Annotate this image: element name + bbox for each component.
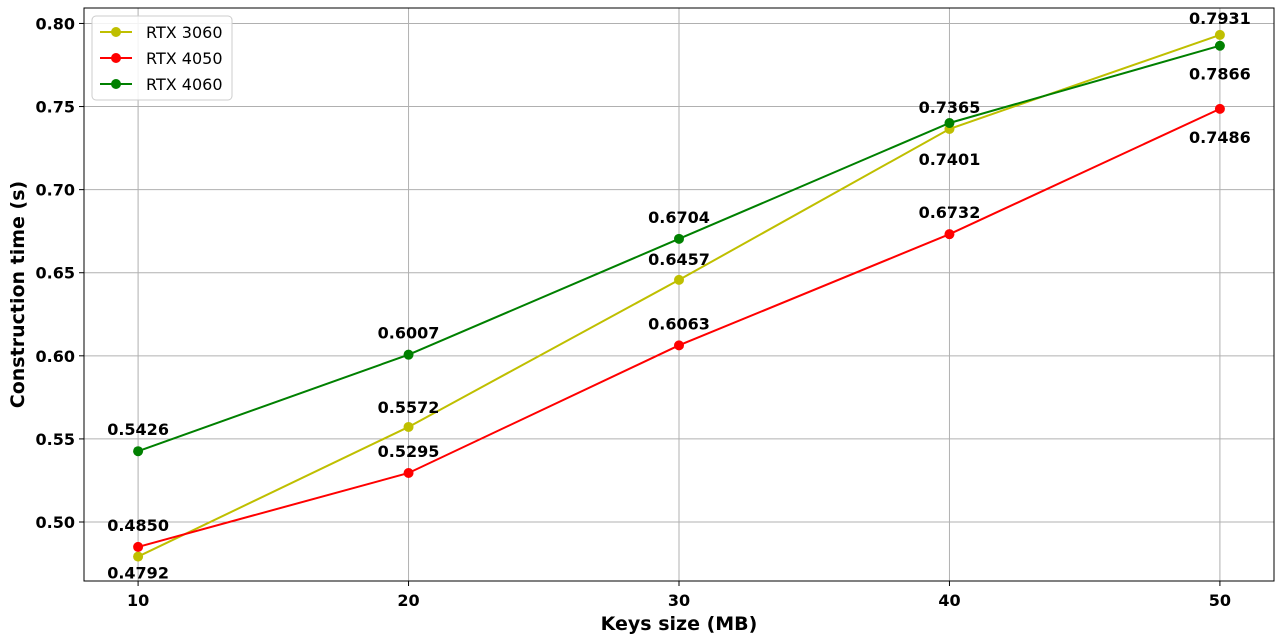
data-point-rtx-4060: [944, 117, 955, 128]
y-tick-label: 0.50: [36, 513, 75, 532]
data-point-rtx-4060: [403, 349, 414, 360]
y-tick-label: 0.75: [36, 98, 75, 117]
data-label-rtx-3060: 0.7931: [1189, 9, 1251, 28]
data-point-rtx-4050: [1214, 103, 1225, 114]
data-point-rtx-3060: [133, 551, 144, 562]
grid: [84, 8, 1274, 581]
data-labels: 0.4792 0.5572 0.6457 0.7365 0.7931 0.4850 0.52…: [107, 9, 1251, 583]
data-point-rtx-4050: [674, 340, 684, 351]
y-tick-label: 0.55: [36, 430, 75, 449]
x-tick-label: 50: [1209, 591, 1231, 610]
legend-label-rtx-4050: RTX 4050: [146, 49, 223, 68]
axis-ticks: 10 20 30 40 50 0.50 0.55 0.60 0.65 0.70 0.75 0.80: [36, 14, 1232, 610]
data-label-rtx-4060: 0.7866: [1189, 65, 1251, 84]
x-tick-label: 10: [127, 591, 149, 610]
legend: RTX 3060 RTX 4050 RTX 4060: [91, 15, 233, 101]
data-label-rtx-4050: 0.4850: [107, 516, 169, 535]
legend-marker-rtx-3060: [111, 27, 121, 37]
legend-label-rtx-3060: RTX 3060: [146, 23, 223, 42]
x-tick-label: 40: [938, 591, 960, 610]
data-label-rtx-4060: 0.7401: [919, 150, 981, 169]
y-tick-label: 0.60: [36, 347, 75, 366]
data-label-rtx-4050: 0.6732: [919, 203, 981, 222]
y-tick-label: 0.70: [36, 181, 75, 200]
legend-box: [91, 15, 233, 101]
data-point-rtx-3060: [403, 421, 414, 432]
x-tick-label: 30: [668, 591, 690, 610]
y-axis-title: Construction time (s): [7, 181, 29, 408]
legend-marker-rtx-4060: [111, 79, 121, 89]
data-point-rtx-4050: [133, 541, 144, 552]
data-label-rtx-3060: 0.7365: [919, 98, 981, 117]
data-point-rtx-4050: [944, 229, 955, 240]
data-label-rtx-3060: 0.6457: [648, 250, 710, 269]
data-point-rtx-3060: [674, 274, 684, 285]
data-point-rtx-4050: [403, 467, 414, 478]
data-label-rtx-4060: 0.5426: [107, 420, 169, 439]
y-tick-label: 0.80: [36, 14, 75, 33]
data-label-rtx-4060: 0.6007: [378, 324, 440, 343]
data-point-rtx-4060: [674, 233, 684, 244]
legend-label-rtx-4060: RTX 4060: [146, 75, 223, 94]
x-axis-title: Keys size (MB): [601, 613, 758, 635]
data-label-rtx-3060: 0.4792: [107, 564, 169, 583]
data-point-rtx-4060: [1214, 40, 1225, 51]
data-point-rtx-3060: [1214, 29, 1225, 40]
data-label-rtx-4050: 0.7486: [1189, 128, 1251, 147]
data-label-rtx-3060: 0.5572: [378, 398, 440, 417]
x-tick-label: 20: [397, 591, 419, 610]
series-lines: [133, 29, 1225, 562]
data-label-rtx-4060: 0.6704: [648, 208, 710, 227]
y-tick-label: 0.65: [36, 264, 75, 283]
legend-marker-rtx-4050: [111, 53, 121, 63]
data-point-rtx-4060: [133, 446, 144, 457]
data-label-rtx-4050: 0.6063: [648, 314, 710, 333]
data-label-rtx-4050: 0.5295: [378, 442, 440, 461]
